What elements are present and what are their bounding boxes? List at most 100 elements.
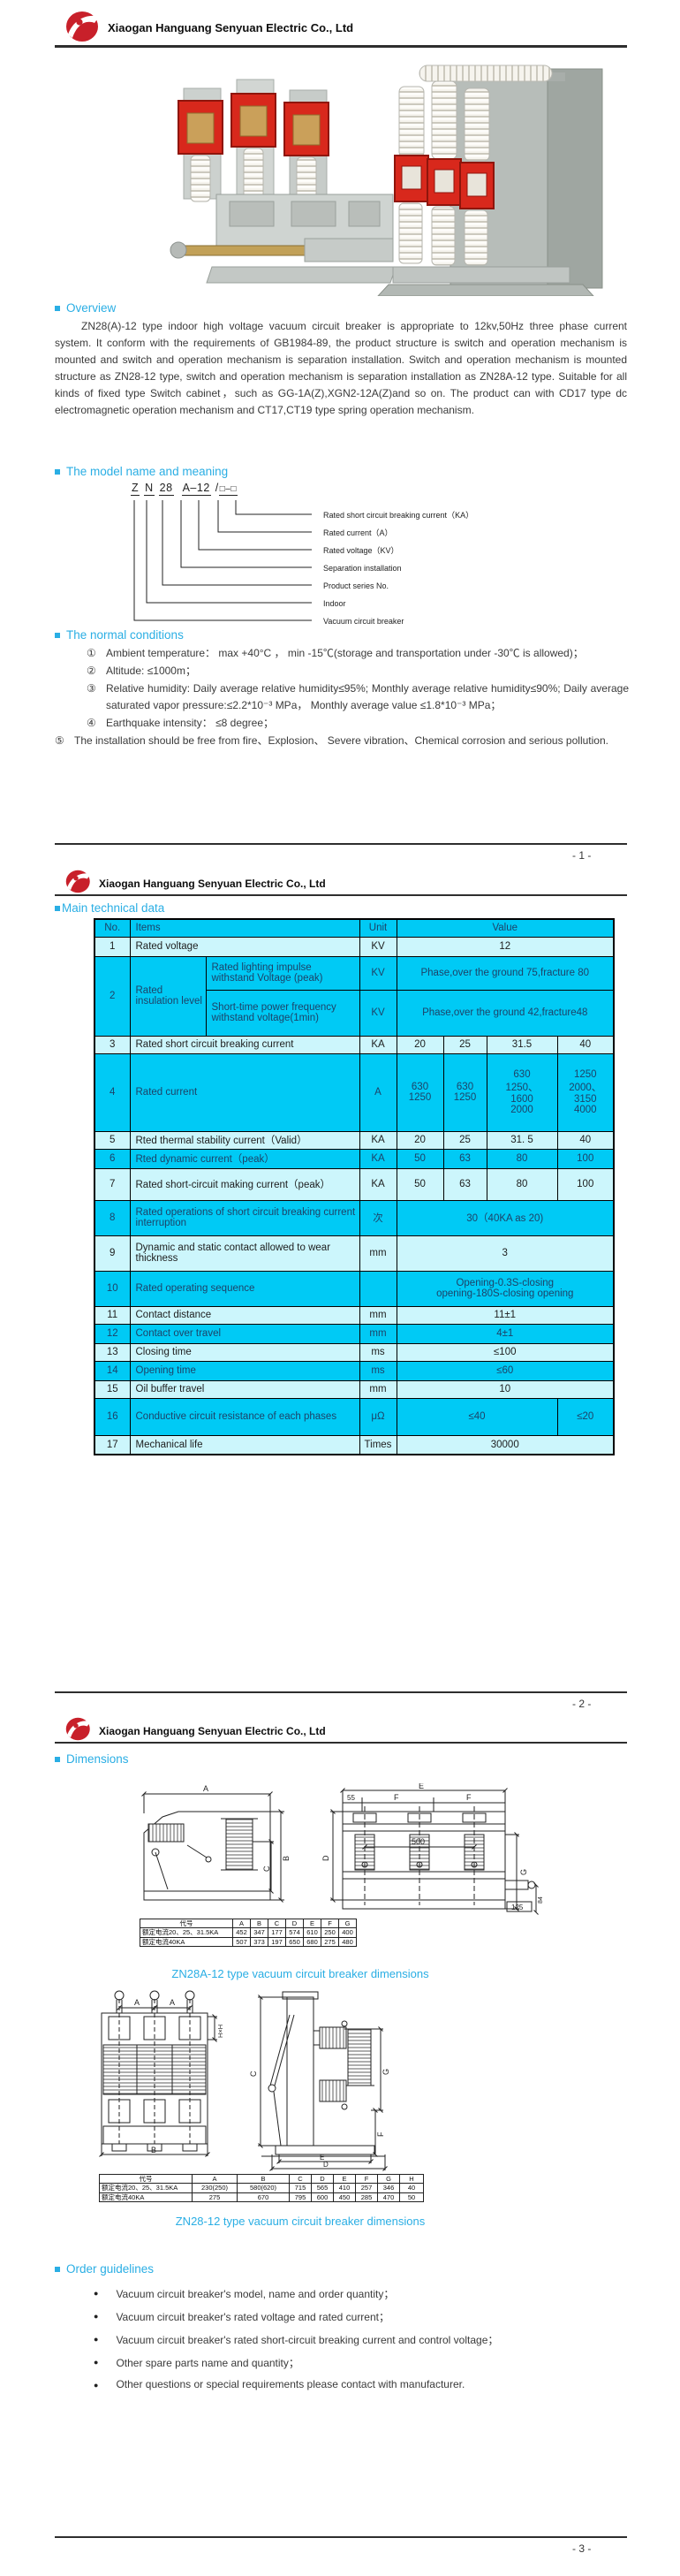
list-item: ● Vacuum circuit breaker's rated voltage… [55,2309,627,2324]
tech-cell: 63 [442,1167,487,1201]
breaker-left-unit [170,79,397,284]
dim-label: 84 [538,1896,543,1904]
breaker-right-unit [377,65,603,296]
tech-cell: 3 [94,1035,131,1054]
condition-number: ⑤ [55,734,64,747]
dim-cell: 795 [289,2192,312,2203]
dim-label: D [321,1855,330,1861]
tech-cell: 11±1 [396,1305,615,1325]
dim-cell: 670 [237,2192,290,2203]
tech-cell: Rted dynamic current（peak） [129,1148,360,1169]
dim-cell: 507 [232,1936,251,1948]
dim-label: A [170,1998,175,2007]
zn28a-front-view [330,1788,539,1915]
tech-header-value: Value [396,918,615,938]
dim-header: C [289,2173,312,2185]
tech-cell: KA [359,1130,397,1150]
dim-label: E [320,2154,324,2162]
condition-item: ⑤ The installation should be free from f… [55,733,629,749]
section-bullet-icon [55,1756,60,1762]
dim-label: B [151,2146,156,2154]
header-rule [55,894,627,896]
model-label: Vacuum circuit breaker [323,617,404,626]
dim-cell: 257 [355,2183,378,2193]
tech-cell: A [359,1052,397,1132]
company-logo [65,1717,92,1741]
section-title-text: Order guidelines [66,2262,155,2276]
dim-cell: 600 [311,2192,334,2203]
tech-cell: Rated voltage [129,936,360,957]
tech-cell: 630 1250 [396,1052,444,1132]
model-label: Rated voltage（KV） [323,546,399,555]
page-number-2: - 2 - [572,1698,592,1710]
tech-cell: KV [359,936,397,957]
tech-table: No. Items Unit Value 1 Rated voltage KV … [94,918,615,1455]
dim-cell: 250 [321,1927,339,1938]
table-row: 11 Contact distance mm 11±1 [94,1305,615,1325]
tech-cell: ≤100 [396,1342,615,1362]
order-item-text: Vacuum circuit breaker's rated short-cir… [116,2334,499,2346]
tech-header-items: Items [129,918,360,938]
order-list: ● Vacuum circuit breaker's model, name a… [55,2286,627,2400]
dim-header: F [321,1918,339,1929]
tech-cell: 12 [94,1323,131,1344]
tech-cell: 30（40KA as 20) [396,1199,615,1236]
section-bullet-icon [55,905,60,911]
table-row: 额定电流20、25、31.5KA 230(250) 580(620) 715 5… [99,2183,424,2193]
dim-label: 55 [347,1794,355,1802]
zn28-dimension-drawing: A A B H×H C G F E D [99,1990,389,2171]
dim-cell: 580(620) [237,2183,290,2193]
header-rule [55,45,627,48]
dim-header: G [377,2173,400,2185]
zn28-side-view [258,1991,388,2171]
dim-cell: 715 [289,2183,312,2193]
table-row: 8 Rated operations of short circuit brea… [94,1199,615,1236]
tech-cell: 14 [94,1360,131,1381]
list-item: ● Other spare parts name and quantity； [55,2355,627,2370]
tech-cell: ms [359,1342,397,1362]
dim-cell: 额定电流20、25、31.5KA [140,1927,233,1938]
tech-cell: 5 [94,1130,131,1150]
tech-cell: 40 [556,1130,615,1150]
tech-cell: 9 [94,1235,131,1272]
dim-cell: 452 [232,1927,251,1938]
tech-cell: 4±1 [396,1323,615,1344]
dim-header: E [303,1918,321,1929]
product-photo [170,65,603,296]
tech-cell: Rated lighting impulse withstand Voltage… [205,955,360,991]
bullet-icon: ● [94,2312,99,2321]
section-title-text: Dimensions [66,1752,129,1766]
order-item-text: Vacuum circuit breaker's model, name and… [116,2288,395,2300]
section-title-overview: Overview [55,301,116,315]
tech-cell: ≤60 [396,1360,615,1381]
dim-header: A [192,2173,238,2185]
dim-cell: 574 [285,1927,304,1938]
footer-rule [55,843,627,845]
dim-label: A [203,1784,208,1793]
tech-cell: 10 [396,1379,615,1399]
condition-text: Relative humidity: Daily average relativ… [106,682,629,711]
page-number-3: - 3 - [572,2542,592,2555]
section-bullet-icon [55,305,60,311]
table-row: 额定电流20、25、31.5KA 452 347 177 574 610 250… [140,1927,357,1938]
tech-cell: ms [359,1360,397,1381]
dim-label: C [249,2071,258,2077]
tech-cell: 50 [396,1167,444,1201]
dim-header: F [355,2173,378,2185]
table-row: 13 Closing time ms ≤100 [94,1342,615,1362]
condition-number: ① [87,647,96,659]
tech-cell: mm [359,1235,397,1272]
model-label: Separation installation [323,564,402,573]
tech-cell: KA [359,1167,397,1201]
table-row: 9 Dynamic and static contact allowed to … [94,1235,615,1272]
dim-label: 500 [412,1837,425,1846]
tech-cell: Rated short-circuit making current（peak） [129,1167,360,1201]
section-title-dimensions: Dimensions [55,1752,129,1766]
table-row: 5 Rted thermal stability current（Valid） … [94,1130,615,1150]
tech-cell: 4 [94,1052,131,1132]
tech-cell: 16 [94,1397,131,1436]
bullet-icon: ● [94,2289,99,2298]
tech-cell: 17 [94,1434,131,1455]
dim-cell: 410 [333,2183,356,2193]
tech-cell: μΩ [359,1397,397,1436]
